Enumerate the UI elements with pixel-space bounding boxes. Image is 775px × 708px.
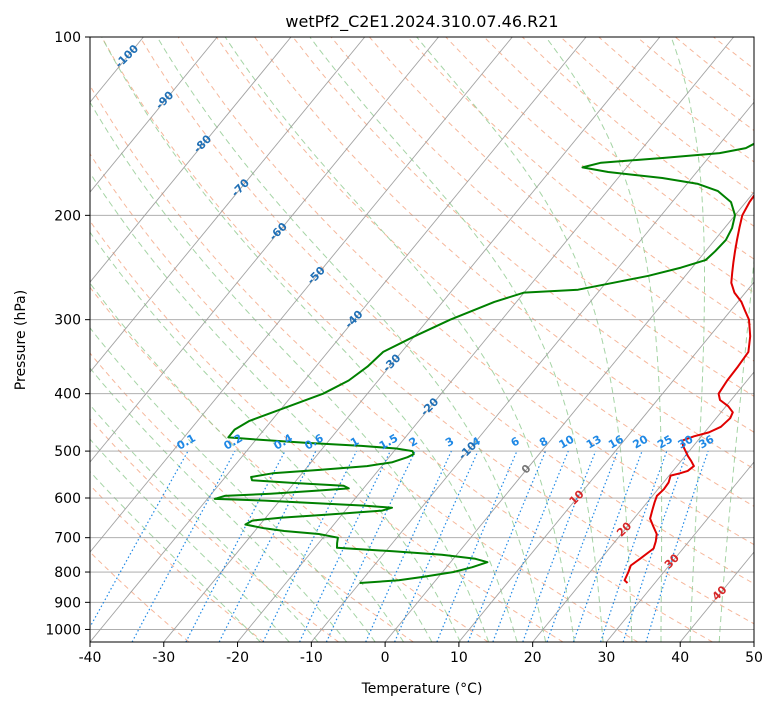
- dry-adiabat-line: [139, 37, 754, 585]
- moist-adiabat-line: [309, 37, 604, 642]
- isotherm-line: [237, 37, 735, 642]
- isotherm-line: [90, 37, 218, 193]
- isotherm-line: [384, 191, 754, 642]
- moist-adiabat-line: [90, 327, 376, 642]
- moist-adiabat-line: [224, 37, 575, 642]
- grid-layer: [0, 37, 754, 642]
- x-tick-label: 0: [381, 650, 390, 666]
- dry-adiabat-line: [101, 37, 754, 625]
- moist-adiabat-line: [90, 172, 461, 642]
- dry-adiabat-line: [751, 37, 754, 40]
- x-tick-label: -10: [300, 650, 323, 666]
- dry-adiabat-line: [254, 37, 754, 470]
- temperature-profile-line: [623, 194, 754, 584]
- moist-adiabat-line: [416, 37, 633, 642]
- x-tick-label: 40: [671, 650, 689, 666]
- y-tick-label: 800: [54, 565, 81, 581]
- plot-frame: [89, 36, 755, 643]
- mixing-ratio-line: [572, 450, 643, 642]
- isotherm-line: [90, 37, 366, 373]
- mixing-ratio-line: [436, 450, 518, 642]
- moist-adiabat-line: [718, 254, 754, 642]
- x-tick-label: -40: [79, 650, 102, 666]
- isotherm-line: [0, 37, 70, 642]
- mixing-ratio-line: [131, 450, 236, 642]
- dry-adiabat-line: [90, 551, 190, 642]
- axis-layer: -40 -30 -20 -10 0 10 20 30 40 50 100 200 300 400 500 60…: [45, 30, 763, 666]
- x-axis-label: Temperature (°C): [361, 681, 483, 697]
- mixing-ratio-line: [600, 450, 668, 642]
- isotherm-line: [90, 37, 587, 642]
- moist-adiabat-line: [90, 231, 433, 642]
- x-tick-label: 10: [450, 650, 468, 666]
- mixing-ratio-line: [492, 450, 569, 642]
- moist-adiabat-line: [670, 37, 705, 642]
- moist-adiabat-line: [90, 282, 405, 642]
- isotherm-line: [163, 37, 661, 642]
- y-axis-label: Pressure (hPa): [13, 290, 29, 390]
- moist-adiabat-line: [90, 367, 348, 642]
- isotherm-line: [458, 281, 754, 642]
- x-tick-label: -20: [226, 650, 249, 666]
- isotherm-line: [90, 37, 292, 283]
- y-tick-label: 400: [54, 387, 81, 403]
- isotherm-line: [90, 37, 513, 553]
- y-tick-label: 600: [54, 491, 81, 507]
- x-tick-label: 50: [745, 650, 763, 666]
- mixing-ratio-line: [546, 450, 619, 642]
- moist-adiabat-line: [90, 101, 490, 642]
- mixing-ratio-line: [365, 450, 452, 642]
- isotherm-line: [532, 371, 754, 642]
- dry-adiabat-line: [369, 37, 754, 362]
- dry-adiabat-line: [292, 37, 754, 433]
- plot-background: [90, 37, 754, 642]
- profile-layer: [213, 142, 754, 584]
- x-tick-label: 20: [524, 650, 542, 666]
- y-tick-label: 700: [54, 531, 81, 547]
- y-tick-label: 200: [54, 208, 81, 224]
- x-tick-label: 30: [598, 650, 616, 666]
- y-tick-label: 500: [54, 444, 81, 460]
- dry-adiabat-line: [90, 286, 489, 642]
- isotherm-line: [753, 641, 754, 642]
- moist-adiabat-line: [545, 37, 663, 642]
- isotherm-line: [310, 101, 754, 642]
- dry-adiabat-line: [90, 352, 414, 642]
- isotherm-line: [606, 461, 754, 642]
- dewpoint-profile-line: [213, 142, 754, 584]
- chart-title: wetPf2_C2E1.2024.310.07.46.R21: [285, 12, 558, 32]
- y-tick-label: 1000: [45, 622, 81, 638]
- dry-adiabat-line: [90, 84, 713, 642]
- mixing-ratio-line: [467, 450, 547, 642]
- dry-adiabat-line: [90, 484, 265, 642]
- mixing-ratio-line: [262, 450, 358, 642]
- isotherm-line: [90, 37, 439, 463]
- mixing-ratio-line: [522, 450, 597, 642]
- y-tick-label: 100: [54, 30, 81, 46]
- dry-adiabat-line: [445, 37, 754, 294]
- mixing-ratio-line: [645, 450, 709, 642]
- mixing-ratio-line: [622, 450, 688, 642]
- mixing-ratio-line: [218, 450, 317, 642]
- x-tick-label: -30: [152, 650, 175, 666]
- moist-adiabat-line: [101, 37, 518, 642]
- y-tick-label: 900: [54, 595, 81, 611]
- mixing-ratio-line: [394, 450, 479, 642]
- mixing-ratio-line: [90, 450, 189, 629]
- moist-adiabat-line: [156, 37, 547, 642]
- y-tick-label: 300: [54, 313, 81, 329]
- dry-adiabat-line: [90, 220, 564, 642]
